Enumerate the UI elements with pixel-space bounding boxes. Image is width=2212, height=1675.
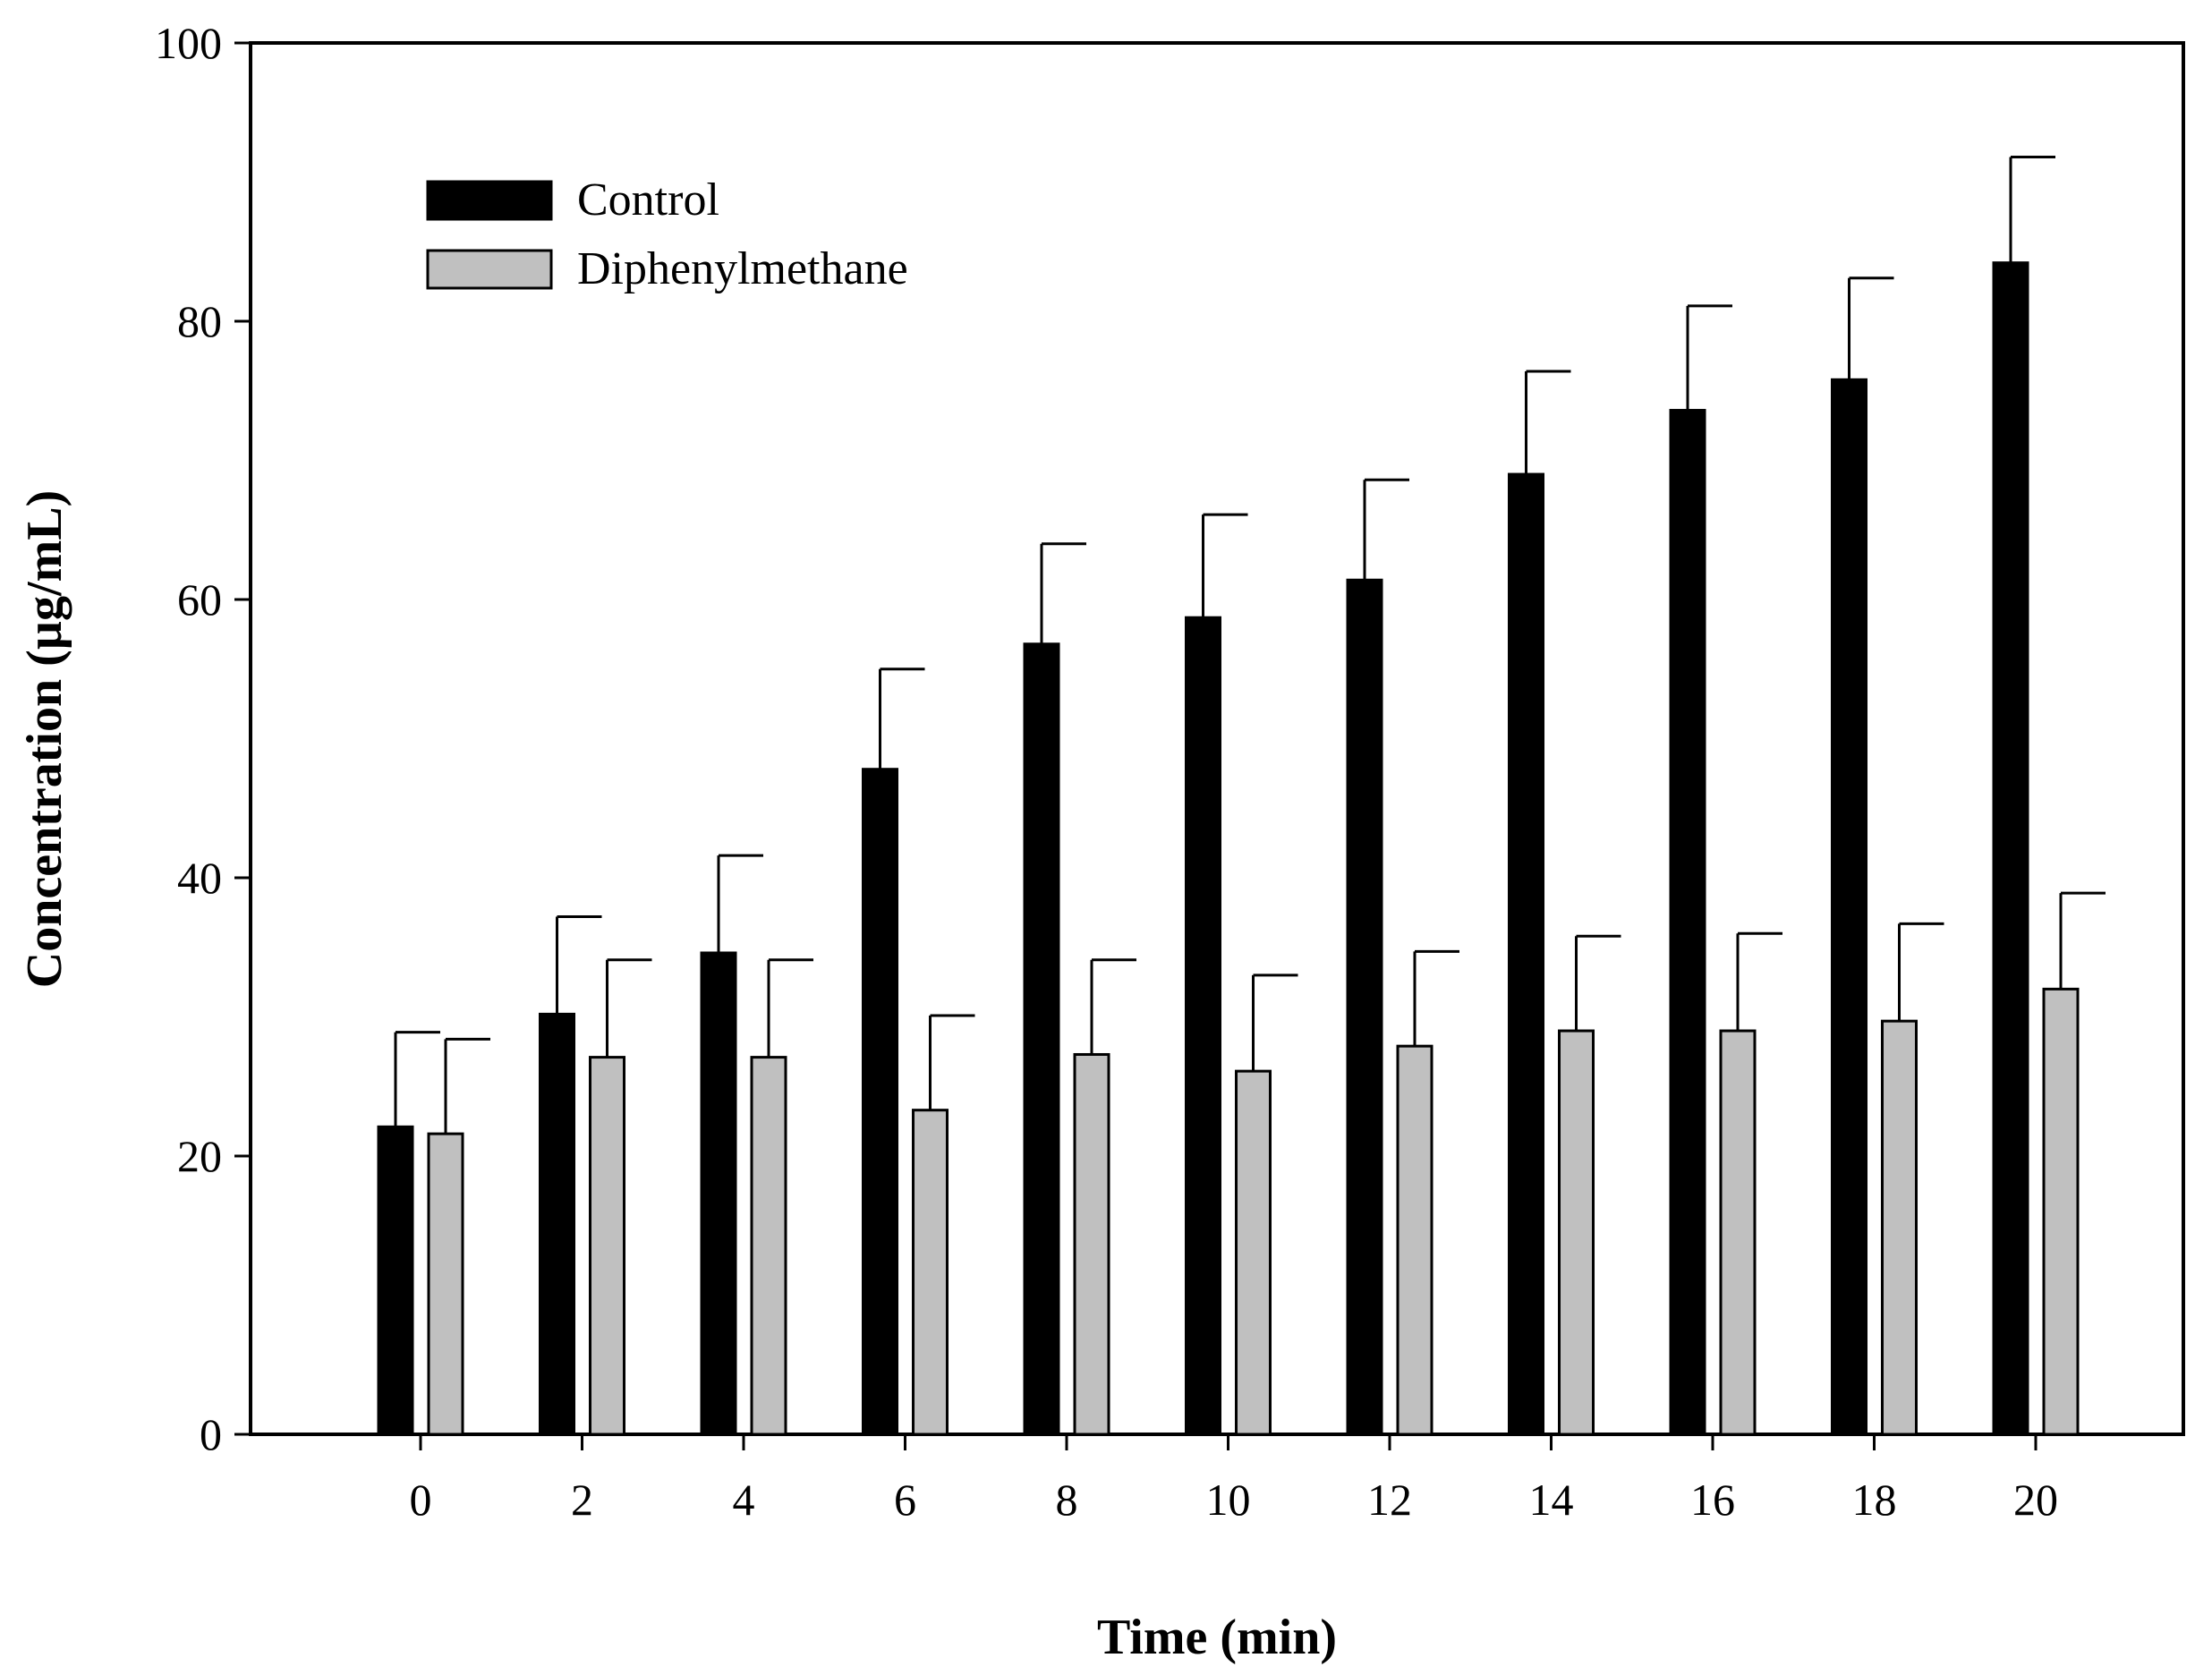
x-tick-label: 6 [894, 1475, 916, 1525]
bar-control [377, 1125, 414, 1436]
bar-diphenylmethane [1235, 1069, 1272, 1436]
y-tick-label: 40 [177, 853, 222, 903]
bar-diphenylmethane [1073, 1052, 1110, 1436]
bar-control [1023, 642, 1060, 1436]
x-tick-label: 16 [1690, 1475, 1735, 1525]
bar-diphenylmethane [1881, 1019, 1918, 1436]
x-tick-label: 8 [1056, 1475, 1078, 1525]
bar-diphenylmethane [427, 1132, 464, 1436]
x-tick-label: 4 [733, 1475, 755, 1525]
y-tick-label: 100 [155, 18, 222, 68]
x-tick-label: 20 [2013, 1475, 2058, 1525]
bar-control [1992, 261, 2029, 1436]
x-axis-title: Time (min) [1097, 1610, 1337, 1665]
bar-control [1185, 616, 1221, 1436]
x-tick-label: 18 [1852, 1475, 1897, 1525]
x-tick-label: 12 [1367, 1475, 1412, 1525]
bar-control [1346, 578, 1383, 1436]
legend-label-control: Control [577, 174, 719, 225]
bar-control [1669, 409, 1706, 1436]
bar-control [1831, 378, 1867, 1436]
bar-diphenylmethane [1719, 1029, 1757, 1436]
y-tick-label: 80 [177, 296, 222, 346]
bar-control [539, 1012, 575, 1436]
bar-control [1508, 472, 1544, 1436]
bar-control [700, 951, 737, 1436]
bar-diphenylmethane [2042, 987, 2080, 1436]
y-axis-title: Concentration (µg/mL) [17, 490, 72, 988]
bar-diphenylmethane [1396, 1044, 1434, 1436]
x-tick-label: 0 [410, 1475, 432, 1525]
bar-diphenylmethane [1558, 1029, 1595, 1436]
legend-label-diphenylmethane: Diphenylmethane [577, 243, 908, 294]
x-tick-label: 10 [1206, 1475, 1251, 1525]
y-tick-label: 0 [200, 1409, 222, 1459]
legend: Control Diphenylmethane [426, 174, 908, 294]
y-tick-label: 20 [177, 1131, 222, 1181]
bar-diphenylmethane [589, 1056, 625, 1436]
x-tick-label: 14 [1529, 1475, 1574, 1525]
bar-diphenylmethane [912, 1109, 949, 1436]
bar-control [862, 768, 898, 1436]
y-tick-label: 60 [177, 574, 222, 625]
legend-swatch-control [426, 180, 553, 221]
x-tick-label: 2 [571, 1475, 593, 1525]
legend-swatch-diphenylmethane [426, 249, 553, 290]
bar-diphenylmethane [750, 1056, 787, 1436]
